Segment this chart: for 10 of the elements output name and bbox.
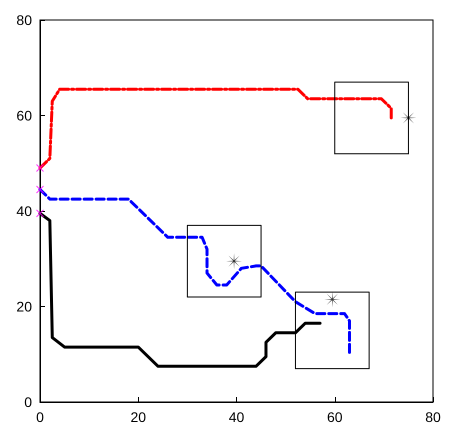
y-tick-label: 0 [24, 394, 32, 410]
x-tick-label: 0 [36, 409, 44, 425]
x-tick-label: 80 [425, 409, 441, 425]
y-tick-label: 80 [16, 12, 32, 28]
x-tick-label: 60 [326, 409, 343, 425]
y-tick-label: 40 [16, 203, 32, 219]
x-tick-label: 40 [228, 409, 244, 425]
x-tick-label: 20 [130, 409, 146, 425]
y-tick-label: 20 [16, 298, 32, 314]
y-tick-label: 60 [16, 108, 32, 124]
